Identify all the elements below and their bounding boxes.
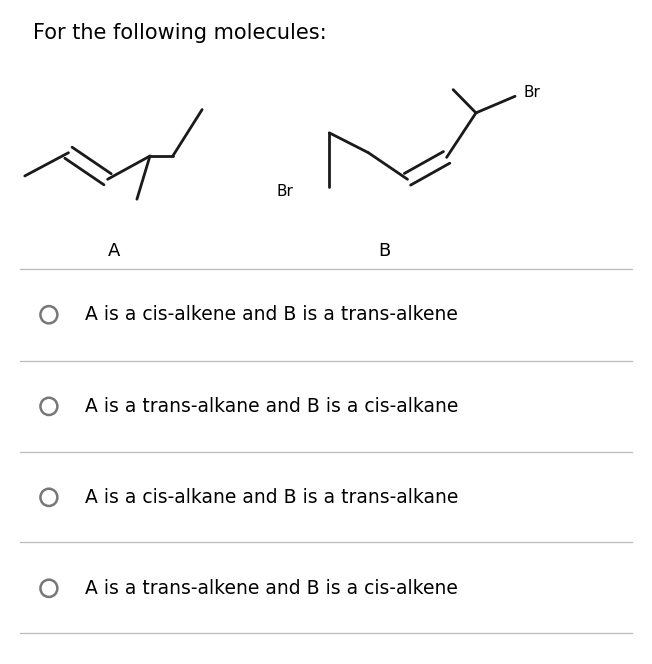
Text: A: A: [108, 242, 120, 260]
Text: B: B: [379, 242, 391, 260]
Text: Br: Br: [524, 86, 541, 100]
Text: Br: Br: [276, 184, 293, 199]
Text: A is a trans-alkane and B is a cis-alkane: A is a trans-alkane and B is a cis-alkan…: [85, 397, 458, 416]
Text: A is a trans-alkene and B is a cis-alkene: A is a trans-alkene and B is a cis-alken…: [85, 579, 458, 598]
Text: For the following molecules:: For the following molecules:: [33, 23, 326, 43]
Text: A is a cis-alkane and B is a trans-alkane: A is a cis-alkane and B is a trans-alkan…: [85, 488, 458, 507]
Text: A is a cis-alkene and B is a trans-alkene: A is a cis-alkene and B is a trans-alken…: [85, 305, 458, 324]
